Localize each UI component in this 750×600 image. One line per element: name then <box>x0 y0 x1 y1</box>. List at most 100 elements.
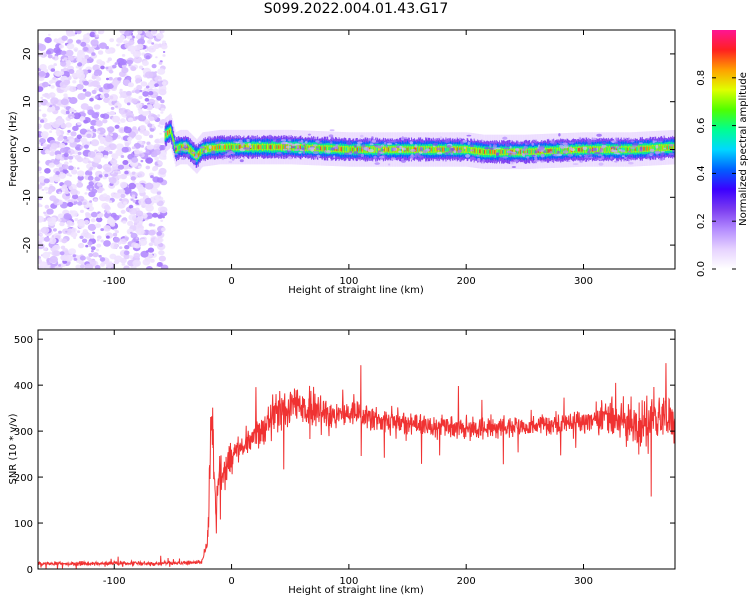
spectrogram-noise-cell <box>113 192 121 199</box>
spectrogram-noise-cell <box>49 151 55 157</box>
spectrogram-noise-cell <box>39 137 46 144</box>
spectrogram-noise-cell <box>38 70 46 77</box>
spectrogram-noise-cell <box>145 266 153 269</box>
spectrogram-noise-cell <box>131 157 139 163</box>
spectrogram-ridge-cell <box>374 147 376 152</box>
spectrogram-noise-cell <box>71 111 75 114</box>
spectrogram-ridge-cell <box>442 147 444 152</box>
spectrogram-noise-cell <box>122 220 127 224</box>
spectrogram-noise-cell <box>79 67 82 71</box>
spectrogram-noise-cell <box>40 227 47 233</box>
spectrogram-noise-cell <box>85 244 89 248</box>
spectrogram-noise-cell <box>152 143 162 151</box>
spectrogram-noise-cell <box>126 102 131 106</box>
spectrogram-ridge-cell <box>524 150 526 154</box>
spectrogram-ridge-cell <box>500 149 502 154</box>
spectrogram-noise-cell <box>38 184 42 189</box>
spectrogram-noise-cell <box>38 109 42 112</box>
spectrogram-ridge-cell <box>329 146 331 151</box>
spectrogram-ridge-cell <box>191 149 193 154</box>
spectrogram-ridge-cell <box>399 147 401 152</box>
spectrogram-ridge-cell <box>445 147 447 152</box>
spectrogram-noise-cell <box>67 149 75 155</box>
spectrogram-noise-cell <box>55 130 61 135</box>
spectrogram-ridge-cell <box>179 145 181 150</box>
spectrogram-ridge-cell <box>222 145 224 149</box>
spectrogram-ridge-cell <box>307 145 309 150</box>
spectrogram-noise-cell <box>44 37 52 44</box>
spectrogram-noise-cell <box>82 110 85 113</box>
spectrogram-noise-cell <box>115 143 124 151</box>
spectrogram-noise-cell <box>148 98 156 105</box>
spectrogram-ridge-cell <box>226 145 228 149</box>
spectrogram-noise-cell <box>72 194 79 200</box>
spectrogram-ridge-cell <box>233 145 235 149</box>
spectrogram-ridge-cell <box>523 150 525 154</box>
spectrogram-noise-cell <box>152 167 157 172</box>
spectrogram-ridge-cell <box>475 149 477 153</box>
spectrogram-noise-cell <box>130 265 137 269</box>
spectrogram-ridge-cell <box>435 147 437 152</box>
spectrogram-noise-cell <box>128 255 134 259</box>
spectrogram-ridge-cell <box>380 147 382 152</box>
spectrogram-ridge-cell <box>171 130 173 135</box>
spectrogram-ridge-cell <box>344 147 346 152</box>
spectrogram-ridge-cell <box>229 145 231 149</box>
spectrogram-ridge-cell <box>300 145 302 150</box>
spectrogram-noise-cell <box>62 164 69 170</box>
spectrogram-cells <box>38 30 675 269</box>
spectrogram-noise-cell <box>111 153 119 160</box>
spectrogram-noise-cell <box>38 116 41 121</box>
spectrogram-noise-cell <box>130 176 136 181</box>
spectrogram-ridge-cell <box>408 147 410 152</box>
spectrogram-noise-cell <box>46 103 51 107</box>
spectrogram-ridge-cell <box>232 145 234 150</box>
spectrogram-noise-cell <box>123 126 132 134</box>
spectrogram-ridge-cell <box>268 145 270 149</box>
spectrogram-noise-cell <box>136 43 144 50</box>
spectrogram-ridge-cell <box>259 145 261 149</box>
spectrogram-ridge-cell <box>235 145 237 149</box>
spectrogram-ridge-cell <box>273 145 275 150</box>
spectrogram-noise-cell <box>123 254 130 260</box>
spectrogram-noise-cell <box>50 265 54 268</box>
spectrogram-noise-cell <box>43 178 50 184</box>
spectrogram-noise-cell <box>40 131 49 138</box>
spectrogram-noise-cell <box>132 50 141 58</box>
spectrogram-noise-cell <box>152 212 159 218</box>
spectrogram-ridge-cell <box>483 149 485 154</box>
spectrogram-noise-cell <box>96 216 103 223</box>
spectrogram-noise-cell <box>131 239 134 243</box>
spectrogram-ridge-cell <box>265 144 267 150</box>
spectrogram-ridge-cell <box>225 145 227 150</box>
spectrogram-ridge-cell <box>170 128 172 133</box>
spectrogram-ridge-cell <box>306 145 308 150</box>
spectrogram-noise-cell <box>83 144 89 149</box>
spectrogram-noise-cell <box>52 245 58 251</box>
spectrogram-ridge-cell <box>233 145 235 149</box>
spectrogram-ridge-cell <box>430 147 432 152</box>
spectrogram-noise-cell <box>46 208 54 215</box>
spectrogram-noise-cell <box>66 220 73 226</box>
spectrogram-noise-cell <box>148 223 153 227</box>
spectrogram-ridge-cell <box>318 146 320 151</box>
spectrogram-noise-cell <box>76 182 84 188</box>
spectrogram-noise-cell <box>121 262 126 266</box>
spectrogram-noise-cell <box>79 255 86 261</box>
spectrogram-ridge-cell <box>463 147 465 152</box>
spectrogram-noise-cell <box>61 238 68 244</box>
spectrogram-noise-cell <box>145 212 154 220</box>
spectrogram-ridge-cell <box>240 145 242 150</box>
spectrogram-noise-cell <box>92 231 96 234</box>
spectrogram-noise-cell <box>113 237 121 243</box>
spectrogram-noise-cell <box>92 64 101 71</box>
spectrogram-ridge-cell <box>525 149 527 154</box>
spectrogram-noise-cell <box>58 230 62 234</box>
spectrogram-noise-cell <box>77 49 84 55</box>
spectrogram-noise-cell <box>151 64 157 69</box>
spectrogram-noise-cell <box>51 93 56 96</box>
spectrogram-noise-cell <box>45 50 52 55</box>
spectrogram-noise-cell <box>63 250 70 256</box>
spectrogram-ridge-cell <box>501 150 503 154</box>
spectrogram-noise-cell <box>99 42 107 49</box>
